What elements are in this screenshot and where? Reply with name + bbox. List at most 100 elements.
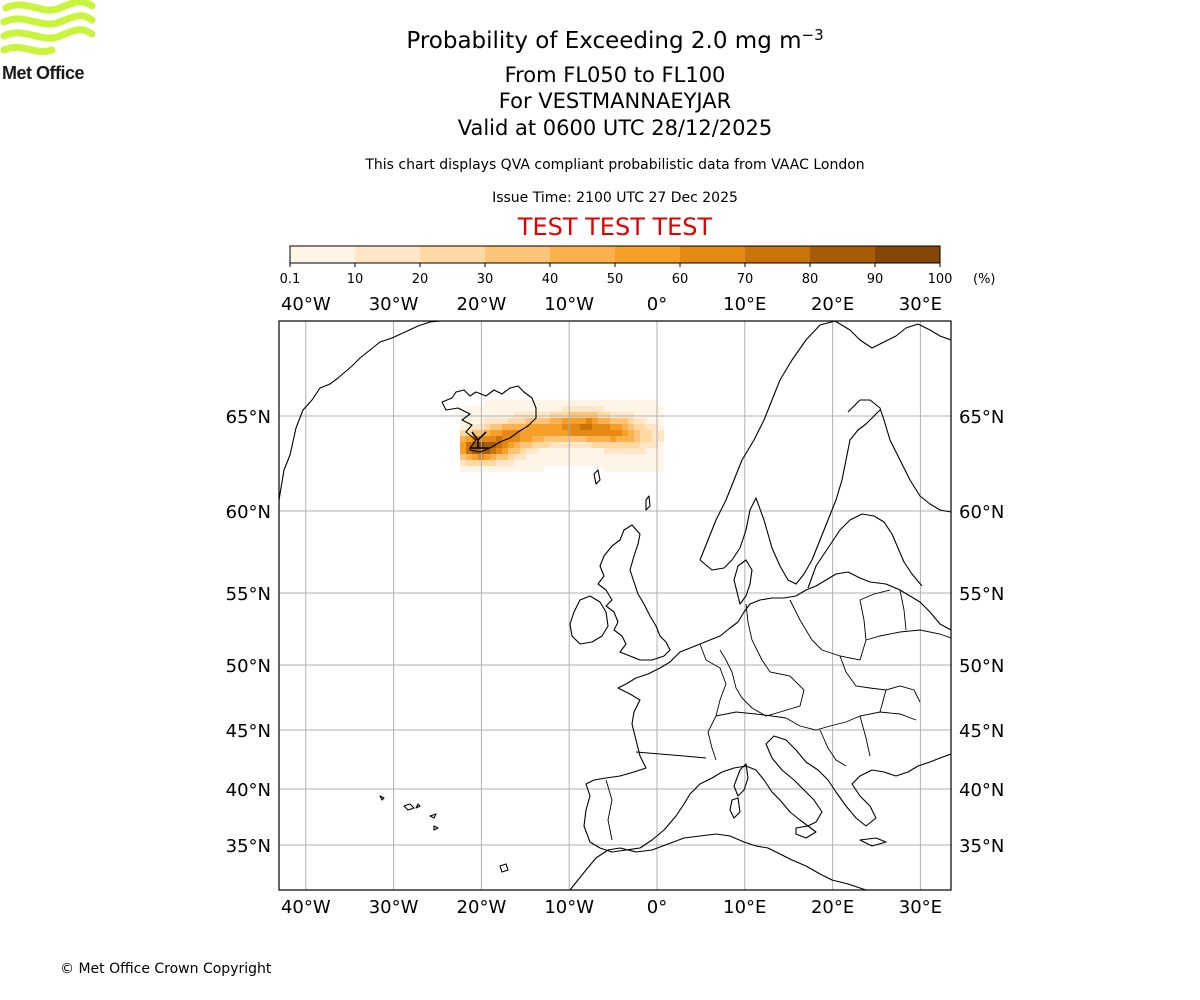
- plume-cell: [574, 442, 580, 448]
- plume-cell: [496, 400, 502, 406]
- plume-cell: [544, 412, 550, 418]
- plume-cell: [610, 466, 616, 472]
- plume-cell: [490, 418, 496, 424]
- plume-cell: [634, 430, 640, 436]
- longitude-label: 10°E: [723, 294, 766, 315]
- plume-cell: [502, 400, 508, 406]
- plume-cell: [466, 460, 472, 466]
- plume-cell: [658, 436, 664, 442]
- plume-cell: [604, 454, 610, 460]
- plume-cell: [658, 406, 664, 412]
- plume-cell: [550, 448, 556, 454]
- plume-cell: [598, 412, 604, 418]
- colorbar-swatch: [420, 246, 486, 263]
- plume-cell: [574, 460, 580, 466]
- plume-cell: [556, 406, 562, 412]
- plume-cell: [610, 460, 616, 466]
- plume-cell: [460, 460, 466, 466]
- plume-cell: [622, 430, 628, 436]
- plume-cell: [568, 412, 574, 418]
- plume-cell: [526, 424, 532, 430]
- plume-cell: [628, 466, 634, 472]
- plume-cell: [484, 454, 490, 460]
- plume-cell: [550, 454, 556, 460]
- plume-cell: [628, 424, 634, 430]
- plume-cell: [466, 406, 472, 412]
- longitude-label: 20°W: [457, 294, 507, 315]
- plume-cell: [514, 436, 520, 442]
- plume-cell: [526, 466, 532, 472]
- plume-cell: [574, 418, 580, 424]
- plume-cell: [562, 436, 568, 442]
- ash-plume: [460, 400, 664, 472]
- map-frame: [278, 320, 952, 891]
- plume-cell: [532, 430, 538, 436]
- plume-cell: [628, 442, 634, 448]
- colorbar-tick-label: 10: [347, 272, 364, 287]
- plume-cell: [556, 460, 562, 466]
- latitude-label: 35°N: [959, 836, 1004, 857]
- plume-cell: [652, 418, 658, 424]
- plume-cell: [580, 418, 586, 424]
- plume-cell: [526, 448, 532, 454]
- plume-cell: [604, 448, 610, 454]
- plume-cell: [640, 466, 646, 472]
- plume-cell: [490, 400, 496, 406]
- plume-cell: [556, 436, 562, 442]
- longitude-label: 10°E: [723, 897, 766, 918]
- plume-cell: [538, 406, 544, 412]
- plume-cell: [496, 448, 502, 454]
- plume-cell: [526, 418, 532, 424]
- corsica-sardinia: [729, 763, 749, 819]
- plume-cell: [466, 448, 472, 454]
- plume-cell: [646, 460, 652, 466]
- plume-cell: [520, 412, 526, 418]
- colorbar-tick-label: 30: [477, 272, 494, 287]
- plume-cell: [628, 412, 634, 418]
- plume-cell: [616, 448, 622, 454]
- plume-cell: [598, 448, 604, 454]
- plume-cell: [640, 448, 646, 454]
- plume-cell: [622, 448, 628, 454]
- plume-cell: [490, 442, 496, 448]
- plume-cell: [472, 418, 478, 424]
- plume-cell: [514, 406, 520, 412]
- colorbar-tick-label: 40: [542, 272, 559, 287]
- longitude-label: 40°W: [281, 294, 331, 315]
- plume-cell: [610, 454, 616, 460]
- plume-cell: [604, 400, 610, 406]
- plume-cell: [538, 418, 544, 424]
- plume-cell: [580, 448, 586, 454]
- plume-cell: [550, 430, 556, 436]
- plume-cell: [622, 400, 628, 406]
- plume-cell: [550, 442, 556, 448]
- plume-cell: [640, 418, 646, 424]
- plume-cell: [622, 454, 628, 460]
- plume-cell: [592, 442, 598, 448]
- plume-cell: [628, 400, 634, 406]
- latitude-label: 40°N: [226, 780, 271, 801]
- colorbar-tick-label: 70: [737, 272, 754, 287]
- plume-cell: [520, 454, 526, 460]
- plume-cell: [592, 418, 598, 424]
- plume-cell: [544, 460, 550, 466]
- plume-cell: [574, 430, 580, 436]
- plume-cell: [490, 436, 496, 442]
- plume-cell: [622, 442, 628, 448]
- plume-cell: [592, 412, 598, 418]
- plume-cell: [592, 400, 598, 406]
- plume-cell: [616, 460, 622, 466]
- plume-cell: [574, 406, 580, 412]
- plume-cell: [640, 424, 646, 430]
- plume-cell: [550, 460, 556, 466]
- plume-cell: [592, 448, 598, 454]
- plume-cell: [520, 466, 526, 472]
- plume-cell: [466, 442, 472, 448]
- plume-cell: [514, 412, 520, 418]
- colorbar-unit: (%): [973, 272, 996, 287]
- plume-cell: [532, 466, 538, 472]
- plume-cell: [604, 442, 610, 448]
- great-britain-coast: [597, 524, 671, 661]
- plume-cell: [526, 412, 532, 418]
